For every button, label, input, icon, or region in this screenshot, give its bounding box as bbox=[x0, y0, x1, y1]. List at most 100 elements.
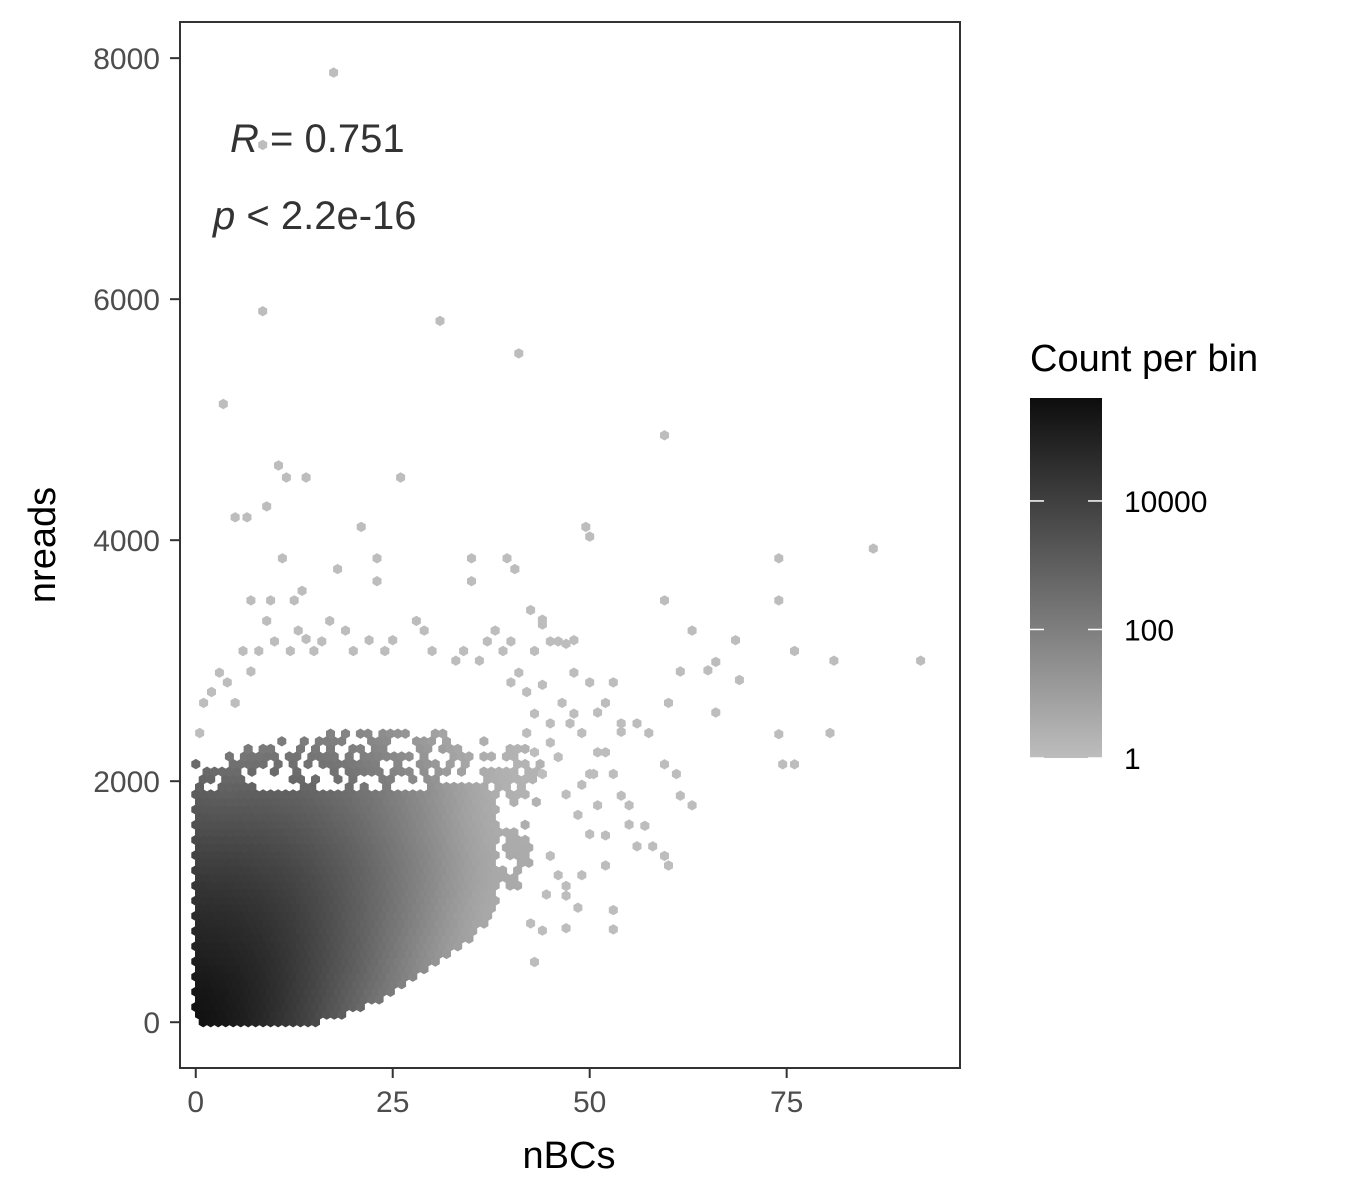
hex-bin bbox=[206, 941, 216, 952]
hex-bin bbox=[333, 910, 343, 922]
hex-bin bbox=[281, 971, 291, 982]
hex-bin bbox=[314, 918, 324, 929]
hex-bin-outlier bbox=[207, 686, 216, 698]
hex-bin bbox=[434, 796, 444, 808]
hex-bin bbox=[318, 819, 328, 830]
hex-bin bbox=[363, 880, 373, 891]
hex-bin bbox=[329, 963, 339, 975]
hex-bin bbox=[412, 857, 422, 868]
hex-bin bbox=[501, 842, 511, 853]
hex-bin bbox=[251, 986, 261, 997]
hex-bin bbox=[344, 903, 354, 914]
hex-bin bbox=[292, 751, 302, 762]
hex-bin bbox=[457, 903, 466, 914]
hex-bin bbox=[367, 796, 377, 808]
hex-bin bbox=[412, 872, 422, 884]
hex-bin bbox=[195, 1009, 204, 1020]
hex-bin bbox=[355, 743, 365, 755]
hex-bin bbox=[236, 789, 246, 800]
hex-bin bbox=[516, 781, 526, 793]
hex-bin bbox=[382, 948, 392, 960]
hex-bin bbox=[329, 933, 339, 944]
hex-bin bbox=[269, 766, 279, 777]
hex-bin bbox=[404, 948, 414, 960]
hex-bin bbox=[247, 887, 257, 899]
hex-bin bbox=[389, 979, 399, 990]
hex-bin bbox=[213, 956, 223, 967]
hex-bin bbox=[243, 956, 253, 967]
hex-bin bbox=[355, 865, 365, 876]
hex-bin bbox=[457, 887, 466, 899]
hex-bin bbox=[348, 804, 358, 815]
hex-bin bbox=[348, 743, 358, 755]
hex-bin bbox=[520, 789, 530, 800]
hex-bin bbox=[311, 865, 320, 876]
hex-bin bbox=[232, 781, 242, 793]
hex-bin bbox=[501, 827, 511, 838]
hex-bin bbox=[221, 804, 231, 815]
hex-bin bbox=[318, 789, 328, 800]
hex-bin bbox=[355, 1001, 365, 1013]
hex-bin bbox=[232, 812, 242, 823]
hex-bin bbox=[299, 903, 309, 914]
hex-bin-outlier bbox=[675, 790, 685, 801]
hex-bin bbox=[202, 979, 212, 990]
hex-bin bbox=[468, 804, 478, 815]
hex-bin bbox=[322, 796, 332, 808]
hex-bin bbox=[460, 895, 470, 906]
hex-bin bbox=[359, 842, 369, 853]
hex-bin bbox=[471, 796, 481, 808]
hex-bin bbox=[333, 865, 343, 876]
hex-bin bbox=[370, 789, 380, 800]
hex-bin bbox=[430, 850, 440, 861]
hex-bin bbox=[415, 956, 425, 967]
hex-bin bbox=[457, 751, 466, 762]
hex-bin bbox=[430, 834, 440, 846]
hex-bin bbox=[434, 827, 444, 838]
hex-bin bbox=[217, 872, 227, 884]
hex-bin bbox=[397, 979, 407, 990]
hex-bin bbox=[273, 956, 283, 967]
hex-bin bbox=[393, 789, 403, 800]
hex-bin bbox=[251, 1017, 261, 1028]
hex-bin bbox=[326, 971, 335, 982]
hex-bin bbox=[344, 872, 354, 884]
hex-bin bbox=[337, 994, 347, 1005]
hex-bin bbox=[337, 812, 347, 823]
hex-bin bbox=[281, 789, 291, 800]
hex-bin-outlier bbox=[498, 645, 508, 657]
hex-bin bbox=[228, 986, 238, 997]
hex-bin-outlier bbox=[262, 615, 272, 627]
hex-bin bbox=[352, 933, 362, 944]
hex-bin bbox=[393, 880, 403, 891]
hex-bin-outlier bbox=[608, 924, 618, 935]
hex-bin bbox=[326, 789, 335, 800]
hex-bin bbox=[236, 895, 246, 906]
hex-bin bbox=[438, 880, 448, 891]
hex-bin bbox=[389, 963, 399, 975]
hex-bin bbox=[288, 865, 298, 876]
hex-bin bbox=[213, 971, 223, 982]
hex-bin bbox=[385, 774, 395, 785]
hex-bin bbox=[453, 804, 463, 815]
hex-bin bbox=[385, 880, 395, 891]
hex-bin bbox=[419, 796, 429, 808]
hex-bin bbox=[486, 796, 496, 808]
hex-bin bbox=[224, 1009, 234, 1020]
hex-bin bbox=[430, 925, 440, 937]
hex-bin bbox=[318, 804, 328, 815]
hex-bin bbox=[251, 819, 261, 830]
hex-bin bbox=[314, 796, 324, 808]
hex-bin bbox=[367, 751, 377, 762]
hex-bin bbox=[370, 910, 380, 922]
hex-bin bbox=[378, 850, 388, 861]
hex-bin bbox=[457, 857, 466, 868]
hex-bin bbox=[423, 880, 433, 891]
hex-bin bbox=[501, 781, 511, 793]
hex-bin bbox=[427, 933, 436, 944]
hex-bin bbox=[457, 918, 466, 929]
hex-bin bbox=[412, 796, 422, 808]
hex-bin bbox=[352, 857, 362, 868]
hex-bin bbox=[374, 812, 384, 823]
hex-bin-outlier bbox=[230, 512, 240, 523]
